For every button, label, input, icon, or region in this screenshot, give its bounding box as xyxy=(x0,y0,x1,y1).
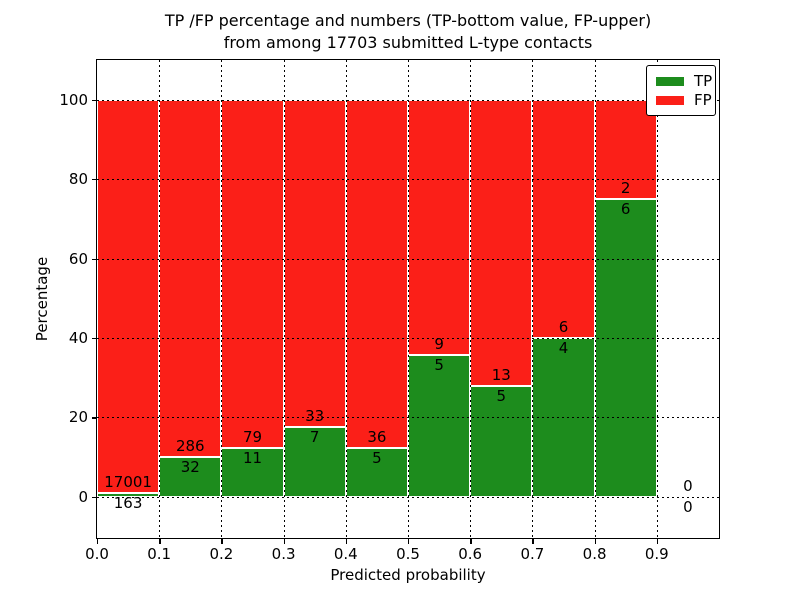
tp-count-label: 11 xyxy=(242,449,263,468)
chart-title: TP /FP percentage and numbers (TP-bottom… xyxy=(97,10,719,54)
legend-row-fp: FP xyxy=(656,91,712,110)
y-tick-mark xyxy=(92,179,97,181)
bar-fp-segment xyxy=(532,99,595,338)
fp-count-label: 0 xyxy=(683,476,693,495)
gridline-vertical xyxy=(594,60,596,538)
y-tick-mark xyxy=(92,99,97,102)
y-tick-mark xyxy=(92,496,97,499)
x-tick-label: 0.5 xyxy=(396,545,420,563)
gridline-vertical xyxy=(656,60,658,538)
gridline-vertical xyxy=(470,60,472,538)
bar-fp-segment xyxy=(283,99,346,428)
x-tick-mark xyxy=(470,539,472,544)
bar-tp-segment xyxy=(408,354,471,497)
fp-count-label: 6 xyxy=(558,317,569,336)
x-tick-mark xyxy=(221,539,223,544)
y-tick-mark xyxy=(92,258,97,260)
tp-count-label: 4 xyxy=(558,338,569,357)
bar-fp-segment xyxy=(594,99,657,199)
bar-fp-segment xyxy=(97,99,160,493)
bar-tp-segment xyxy=(283,427,346,497)
bar-fp-segment xyxy=(345,99,408,449)
fp-count-label: 286 xyxy=(175,436,205,455)
gridline-vertical xyxy=(345,60,347,538)
bar-fp-segment xyxy=(159,99,222,457)
x-tick-mark xyxy=(532,539,534,544)
plot-area: 17001 163 286 32 79 11 33 7 36 5 9 5 13 5 6 4 2 6 0 0 TP FP xyxy=(96,59,720,539)
x-axis-label: Predicted probability xyxy=(330,566,486,584)
fp-count-label: 36 xyxy=(367,428,387,447)
legend-label-fp: FP xyxy=(694,91,712,109)
y-tick-label: 0 xyxy=(78,487,88,506)
gridline-vertical xyxy=(221,60,223,538)
legend-swatch-tp-icon xyxy=(656,77,684,86)
fp-count-label: 79 xyxy=(242,428,263,447)
bar-fp-segment xyxy=(470,99,533,387)
fp-count-label: 9 xyxy=(434,334,444,353)
tp-count-label: 5 xyxy=(496,387,507,406)
y-tick-label: 80 xyxy=(68,170,88,189)
bar-tp-segment xyxy=(159,456,222,497)
legend-row-tp: TP xyxy=(656,72,712,91)
bar-fp-segment xyxy=(408,99,471,355)
y-tick-mark xyxy=(92,337,97,340)
tp-count-label: 163 xyxy=(113,493,143,512)
x-tick-label: 0.0 xyxy=(85,545,109,563)
x-tick-mark xyxy=(97,539,99,544)
gridline-vertical xyxy=(532,60,534,538)
x-tick-label: 0.3 xyxy=(271,545,296,563)
y-tick-mark xyxy=(92,417,97,419)
tp-count-label: 6 xyxy=(620,199,631,218)
x-tick-mark xyxy=(345,539,348,544)
x-tick-label: 0.9 xyxy=(644,545,669,563)
tp-count-label: 0 xyxy=(683,497,693,516)
bar-tp-segment xyxy=(470,386,533,497)
tp-count-label: 7 xyxy=(309,428,320,447)
fp-count-label: 2 xyxy=(620,178,631,197)
y-tick-label: 60 xyxy=(68,249,88,268)
x-tick-mark xyxy=(408,539,410,544)
x-tick-label: 0.7 xyxy=(520,545,545,563)
x-tick-label: 0.4 xyxy=(333,545,358,563)
x-tick-mark xyxy=(656,539,659,544)
gridline-vertical xyxy=(408,60,409,538)
tp-count-label: 5 xyxy=(372,449,382,468)
legend-swatch-fp-icon xyxy=(656,96,684,105)
bar-fp-segment xyxy=(221,99,284,449)
x-tick-mark xyxy=(594,539,596,544)
x-tick-label: 0.8 xyxy=(582,545,607,563)
x-tick-mark xyxy=(283,539,285,544)
bar-tp-segment xyxy=(594,198,657,497)
tp-count-label: 32 xyxy=(180,457,200,476)
y-tick-label: 20 xyxy=(68,408,88,427)
tp-count-label: 5 xyxy=(434,355,444,374)
fp-count-label: 13 xyxy=(491,366,511,385)
x-tick-label: 0.1 xyxy=(147,545,172,563)
gridline-vertical xyxy=(159,60,161,538)
y-tick-label: 100 xyxy=(59,90,88,109)
y-tick-label: 40 xyxy=(68,328,88,347)
bar-tp-segment xyxy=(97,492,160,497)
x-tick-label: 0.2 xyxy=(209,545,234,563)
legend: TP FP xyxy=(646,65,716,116)
legend-label-tp: TP xyxy=(694,72,713,90)
fp-count-label: 33 xyxy=(305,407,325,426)
fp-count-label: 17001 xyxy=(104,472,152,491)
bar-tp-segment xyxy=(345,448,408,497)
chart-title-line2: from among 17703 submitted L-type contac… xyxy=(223,33,593,52)
gridline-vertical xyxy=(283,60,285,538)
x-tick-label: 0.6 xyxy=(458,545,483,563)
chart-title-line1: TP /FP percentage and numbers (TP-bottom… xyxy=(164,11,652,30)
x-tick-mark xyxy=(159,539,161,544)
